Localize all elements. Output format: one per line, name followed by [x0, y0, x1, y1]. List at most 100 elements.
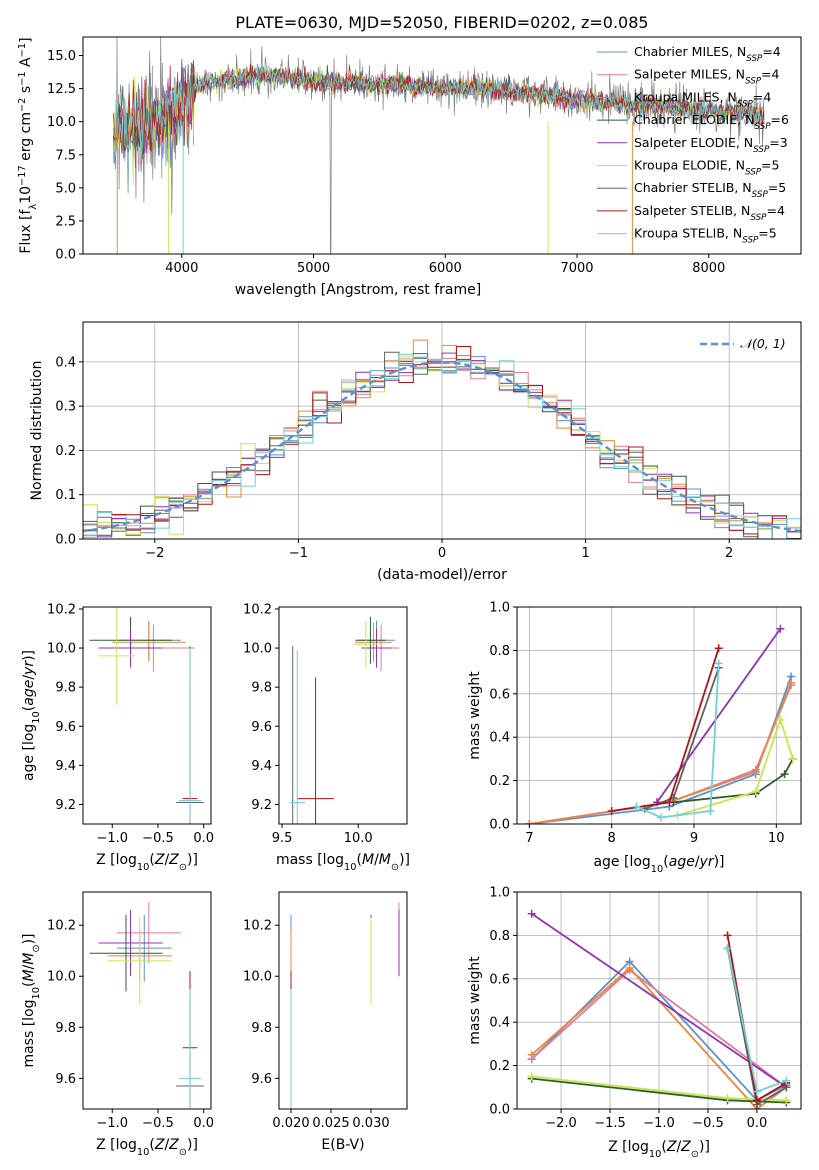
legend-label: Kroupa STELIB, NSSP=5 — [634, 226, 777, 246]
weight-line — [677, 716, 794, 817]
y-tick-label: 0.6 — [489, 972, 510, 987]
axes-frame — [82, 606, 212, 825]
errorbar-point — [353, 620, 379, 668]
x-tick-label: −1 — [289, 546, 308, 561]
weight-marker — [527, 909, 536, 918]
y-tick-label: 1.0 — [489, 601, 510, 616]
weight-marker — [751, 787, 760, 796]
residual-histogram — [83, 352, 801, 539]
x-tick-label: 0.0 — [193, 831, 214, 846]
weight-line — [611, 647, 720, 812]
legend-label: Salpeter MILES, NSSP=4 — [634, 67, 780, 87]
y-tick-label: 9.8 — [55, 1021, 76, 1036]
weight-marker — [625, 963, 634, 972]
y-tick-label: 15.0 — [47, 49, 76, 64]
weight-marker — [525, 820, 534, 824]
x-tick-label: 1 — [581, 546, 589, 561]
x-tick-label: 10.0 — [344, 831, 373, 846]
weight-marker — [714, 659, 723, 668]
axes-frame — [278, 606, 408, 825]
y-tick-label: 5.0 — [55, 181, 76, 196]
y-tick-label: 9.4 — [55, 759, 76, 774]
weight-marker — [632, 802, 641, 811]
errorbar-point — [98, 607, 136, 705]
x-tick-label: 10 — [768, 831, 785, 846]
weight-line — [673, 758, 794, 804]
x-tick-label: 2 — [725, 546, 733, 561]
plot-area — [89, 607, 204, 824]
plot-area — [83, 339, 801, 539]
errorbar-point — [89, 914, 163, 992]
weight-marker — [776, 715, 785, 724]
spectrum-axes: 4000 5000 6000 7000 8000 0.0 2.5 5.0 7.5 10.0 12.5… — [17, 36, 802, 298]
age-vs-mass-axes: 9.5 10.0 9.2 9.4 9.6 9.8 10.0 10.2 mass [log10(M… — [243, 602, 410, 873]
y-tick-label: 12.5 — [47, 82, 76, 97]
y-tick-label: 0.2 — [489, 1059, 510, 1074]
y-tick-label: 10.0 — [243, 642, 272, 657]
x-axis-label: Z [log10(Z/Z⊙)] — [608, 1139, 710, 1160]
weight-line — [636, 663, 720, 819]
errorbar-point — [297, 677, 334, 824]
mass-vs-metallicity-axes: −1.0 −0.5 0.0 9.6 9.8 10.0 10.2 Z [log10(Z/Z⊙)]… — [21, 891, 214, 1158]
x-tick-label: 0.0 — [747, 1116, 768, 1131]
x-axis-label: Z [log10(Z/Z⊙)] — [96, 1137, 198, 1158]
residual-axes: −2 −1 0 1 2 0.0 0.1 0.2 0.3 0.4 (data-model)/error… — [29, 321, 802, 583]
x-tick-label: 0.0 — [193, 1116, 214, 1131]
errorbar-point — [361, 628, 392, 668]
x-tick-label: 0 — [438, 546, 446, 561]
weight-line — [531, 912, 787, 1089]
axes-frame — [278, 891, 408, 1110]
y-tick-label: 10.2 — [47, 602, 76, 617]
x-tick-label: −1.0 — [96, 1116, 128, 1131]
legend-label: 𝒩(0, 1) — [740, 336, 786, 351]
legend-label: Salpeter ELODIE, NSSP=3 — [634, 135, 788, 155]
x-axis-label: mass [log10(M/M⊙)] — [276, 852, 410, 873]
x-tick-label: 0.025 — [312, 1116, 349, 1131]
residual-histogram — [83, 357, 801, 539]
age-vs-metallicity-axes: −1.0 −0.5 0.0 9.2 9.4 9.6 9.8 10.0 10.2 Z [log10(… — [21, 602, 214, 873]
y-tick-label: 0.1 — [55, 488, 76, 503]
weight-marker — [780, 770, 789, 779]
errorbar-point — [98, 628, 163, 668]
y-tick-label: 10.0 — [47, 115, 76, 130]
x-tick-label: 0.030 — [352, 1116, 389, 1131]
residual-histogram — [83, 339, 801, 539]
errorbar-point — [179, 648, 201, 824]
plot-area — [525, 624, 797, 824]
axes-frame — [82, 36, 802, 255]
axes-frame — [82, 321, 802, 540]
y-axis-label: mass [log10(M/M⊙)] — [21, 933, 42, 1067]
plot-area — [289, 616, 400, 824]
axes-frame — [516, 891, 802, 1110]
weight-marker — [714, 644, 723, 653]
legend-label: Chabrier ELODIE, NSSP=6 — [634, 112, 789, 132]
mass-vs-extinction-axes: 0.020 0.025 0.030 9.6 9.8 10.0 10.2 E(B-V) — [243, 891, 408, 1153]
y-tick-label: 9.2 — [55, 798, 76, 813]
y-tick-label: 0.2 — [489, 774, 510, 789]
weight-marker — [782, 1096, 791, 1105]
y-tick-label: 10.0 — [47, 970, 76, 985]
y-tick-label: 9.8 — [251, 1021, 272, 1036]
weight-marker — [782, 1076, 791, 1085]
x-axis-label: wavelength [Angstrom, rest frame] — [235, 282, 481, 298]
y-tick-label: 0.2 — [55, 444, 76, 459]
x-tick-label: −1.0 — [643, 1116, 675, 1131]
y-tick-label: 9.4 — [251, 759, 272, 774]
legend-label: Chabrier STELIB, NSSP=5 — [634, 180, 786, 200]
x-tick-label: −1.5 — [594, 1116, 626, 1131]
axes-frame — [82, 891, 212, 1110]
y-tick-label: 9.6 — [251, 1072, 272, 1087]
plot-area — [112, 37, 765, 254]
plot-area — [527, 909, 791, 1109]
y-tick-label: 10.2 — [243, 602, 272, 617]
errorbar-point — [355, 616, 386, 664]
y-axis-label: Flux [fλ10−17 erg cm−2 s−1 A−1] — [17, 37, 39, 253]
y-tick-label: 0.6 — [489, 687, 510, 702]
x-tick-label: −2.0 — [545, 1116, 577, 1131]
mass-weight-vs-age-axes: 7 8 9 10 0.0 0.2 0.4 0.6 0.8 1.0 age [log10(age/yr… — [467, 601, 802, 875]
x-axis-label: Z [log10(Z/Z⊙)] — [96, 852, 198, 873]
y-tick-label: 10.2 — [243, 919, 272, 934]
x-tick-label: −2 — [145, 546, 164, 561]
x-tick-label: 6000 — [429, 261, 462, 276]
